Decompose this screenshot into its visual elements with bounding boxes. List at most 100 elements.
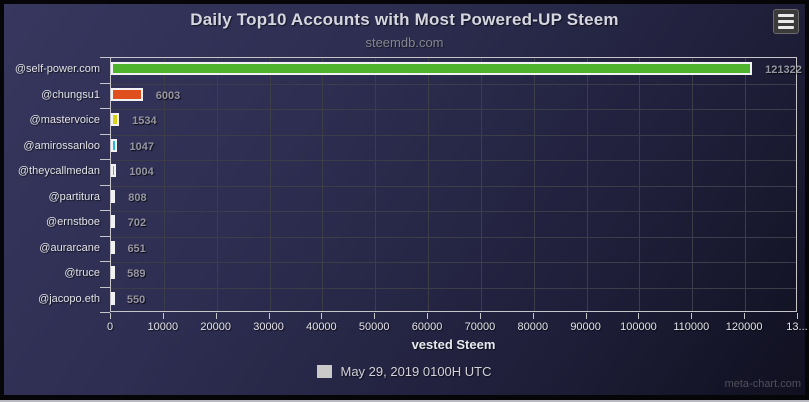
bar-self-power.com [111, 62, 753, 75]
hamburger-bar [778, 26, 794, 29]
bar-value-label: 1004 [129, 166, 154, 178]
x-axis-tick [321, 313, 323, 319]
x-axis-tick-label: 120000 [725, 321, 763, 333]
y-axis-tick [100, 184, 110, 186]
x-axis-tick-label: 110000 [673, 321, 710, 333]
y-axis-label: @mastervoice [29, 114, 100, 127]
bar-mastervoice [111, 113, 120, 126]
bar-jacopo.eth [111, 291, 115, 305]
x-axis-tick [797, 313, 798, 319]
plot-area: 121322 6003 1534 1047 1004 808 702 651 589 550 [110, 57, 802, 312]
bar-partitura [111, 189, 116, 203]
bar-aurarcane [111, 240, 115, 254]
y-axis-label: @ernstboe [46, 216, 100, 229]
y-axis-tick [100, 108, 110, 109]
y-axis-label: @theycallmedan [17, 165, 100, 178]
y-axis-tick [100, 286, 110, 288]
chart-canvas: Daily Top10 Accounts with Most Powered-U… [4, 4, 808, 395]
y-axis-tick [100, 82, 110, 84]
x-axis-tick-label: 40000 [306, 321, 337, 333]
x-axis-tick [427, 313, 429, 319]
bar-value-label: 6003 [155, 89, 181, 102]
horizontal-gridline [111, 185, 796, 187]
bar-value-label: 651 [127, 242, 146, 255]
horizontal-gridline [111, 287, 796, 289]
y-axis-tick [100, 210, 110, 211]
horizontal-gridline [111, 236, 796, 238]
y-axis-label: @truce [64, 267, 100, 280]
y-axis-tick [100, 57, 110, 58]
vertical-gridline [533, 58, 535, 311]
y-axis-tick [100, 133, 110, 135]
x-axis-tick [110, 313, 111, 319]
x-axis-tick-label: 90000 [570, 321, 601, 333]
x-axis-tick-label: 70000 [464, 321, 496, 333]
vertical-gridline [322, 58, 324, 311]
bar-value-label: 589 [127, 268, 146, 280]
horizontal-gridline [111, 83, 796, 85]
x-axis-tick-label: 60000 [411, 321, 443, 333]
x-axis-tick [162, 313, 164, 319]
bar-value-label: 1047 [129, 140, 155, 153]
x-axis-title: vested Steem [411, 337, 496, 352]
hamburger-bar [778, 14, 794, 17]
bar-value-label: 121322 [765, 64, 802, 76]
vertical-gridline [586, 58, 588, 311]
horizontal-gridline [111, 160, 796, 161]
x-axis-tick [374, 313, 376, 319]
chart-subtitle: steemdb.com [365, 35, 444, 50]
x-axis-tick-label: 50000 [358, 321, 390, 333]
vertical-gridline [163, 58, 165, 311]
legend-label: May 29, 2019 0100H UTC [340, 364, 492, 379]
chart-title: Daily Top10 Accounts with Most Powered-U… [190, 10, 619, 29]
vertical-gridline [745, 58, 747, 311]
vertical-gridline [692, 58, 694, 311]
x-axis-tick [585, 313, 587, 319]
x-axis-tick [691, 313, 693, 319]
x-axis-tick [479, 313, 481, 319]
y-axis-tick [100, 312, 110, 313]
y-axis-label: @amirossanloo [23, 139, 100, 152]
x-axis-tick [215, 313, 217, 319]
vertical-gridline [216, 58, 218, 311]
bar-chungsu1 [111, 87, 143, 101]
x-axis-tick [744, 313, 746, 319]
x-axis-tick [268, 313, 270, 319]
y-axis-label: @partitura [48, 190, 100, 203]
y-axis-label: @jacopo.eth [38, 292, 100, 305]
y-axis-tick [100, 235, 110, 237]
horizontal-gridline [111, 109, 796, 110]
x-axis-tick-label: 30000 [253, 321, 284, 333]
vertical-gridline [375, 58, 377, 311]
x-axis-tick-label: 80000 [517, 321, 549, 333]
hamburger-menu-icon[interactable] [773, 9, 799, 34]
y-axis-label: @aurarcane [39, 241, 100, 254]
bar-value-label: 1534 [132, 115, 157, 127]
y-axis-tick [100, 159, 110, 160]
x-axis-tick-label: 13... [786, 321, 808, 333]
hamburger-bar [778, 20, 794, 23]
y-axis-label: @chungsu1 [41, 88, 100, 101]
bar-truce [111, 266, 115, 279]
x-axis-tick-label: 20000 [200, 321, 231, 333]
bar-value-label: 702 [127, 217, 147, 229]
y-axis-labels: @self-power.com @chungsu1 @mastervoice @ami… [4, 57, 100, 312]
x-axis-tick-label: 0 [106, 321, 114, 333]
horizontal-gridline [111, 211, 796, 212]
horizontal-gridline [111, 262, 796, 263]
legend[interactable]: May 29, 2019 0100H UTC [4, 364, 805, 379]
y-axis-label: @self-power.com [14, 63, 100, 76]
vertical-gridline [639, 58, 641, 311]
x-axis-tick-label: 100000 [620, 321, 657, 333]
vertical-gridline [428, 58, 430, 311]
bar-amirossanloo [111, 138, 117, 152]
vertical-gridline [269, 58, 271, 311]
bar-value-label: 550 [126, 293, 146, 306]
watermark: meta-chart.com [724, 378, 801, 390]
bottom-edge-strip [0, 400, 809, 402]
y-axis-tick [100, 261, 110, 262]
bar-theycallmedan [111, 164, 117, 177]
vertical-gridline [480, 58, 482, 311]
horizontal-gridline [111, 134, 796, 136]
